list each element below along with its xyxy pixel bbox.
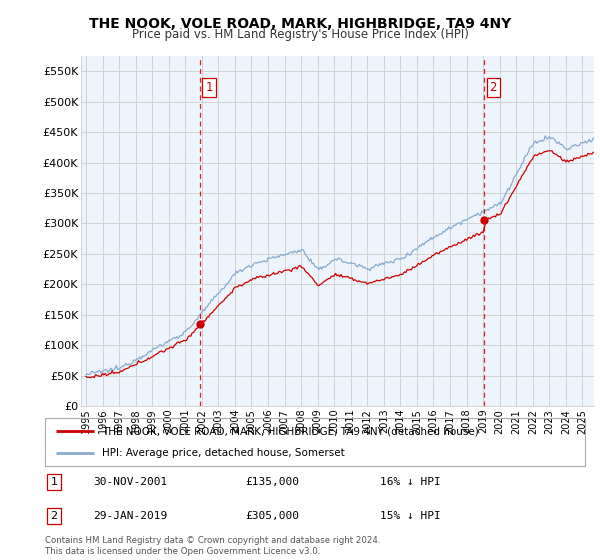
Text: Price paid vs. HM Land Registry's House Price Index (HPI): Price paid vs. HM Land Registry's House … bbox=[131, 28, 469, 41]
Text: Contains HM Land Registry data © Crown copyright and database right 2024.
This d: Contains HM Land Registry data © Crown c… bbox=[45, 536, 380, 556]
Text: THE NOOK, VOLE ROAD, MARK, HIGHBRIDGE, TA9 4NY: THE NOOK, VOLE ROAD, MARK, HIGHBRIDGE, T… bbox=[89, 17, 511, 31]
Text: 1: 1 bbox=[205, 81, 213, 94]
Text: HPI: Average price, detached house, Somerset: HPI: Average price, detached house, Some… bbox=[101, 448, 344, 458]
Text: 15% ↓ HPI: 15% ↓ HPI bbox=[380, 511, 440, 521]
Text: 16% ↓ HPI: 16% ↓ HPI bbox=[380, 477, 440, 487]
Text: £135,000: £135,000 bbox=[245, 477, 299, 487]
Text: THE NOOK, VOLE ROAD, MARK, HIGHBRIDGE, TA9 4NY (detached house): THE NOOK, VOLE ROAD, MARK, HIGHBRIDGE, T… bbox=[101, 426, 478, 436]
Text: 2: 2 bbox=[50, 511, 58, 521]
Text: 30-NOV-2001: 30-NOV-2001 bbox=[94, 477, 168, 487]
Text: 2: 2 bbox=[490, 81, 497, 94]
Text: £305,000: £305,000 bbox=[245, 511, 299, 521]
Text: 29-JAN-2019: 29-JAN-2019 bbox=[94, 511, 168, 521]
Text: 1: 1 bbox=[50, 477, 58, 487]
